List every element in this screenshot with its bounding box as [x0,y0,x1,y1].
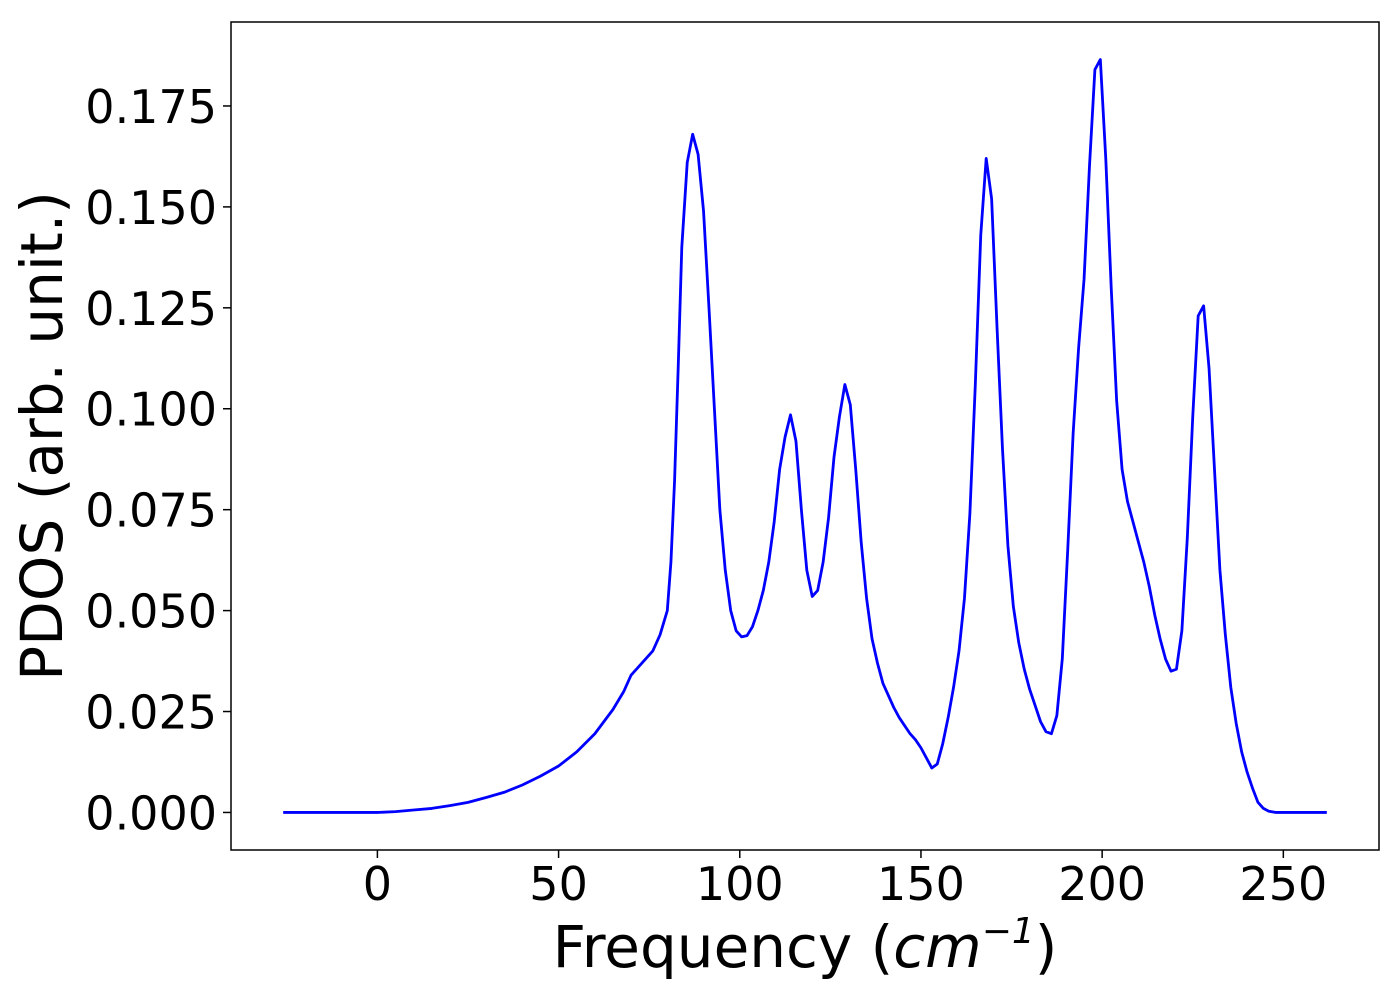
x-tick-label: 250 [1239,857,1327,911]
y-tick-label: 0.100 [85,383,217,437]
y-tick-label: 0.125 [85,282,217,336]
y-axis-label: PDOS (arb. unit.) [8,191,76,681]
y-tick-label: 0.150 [85,181,217,235]
x-label-text: Frequency ( [553,913,894,981]
y-tick-label: 0.025 [85,686,217,740]
x-axis-label: Frequency (cm−1) [553,911,1058,981]
data-line [283,58,1327,814]
x-tick-label: 50 [529,857,588,911]
x-label-exponent: −1 [982,911,1035,952]
x-tick-label: 200 [1058,857,1146,911]
y-tick-label: 0.075 [85,484,217,538]
x-tick-label: 150 [877,857,965,911]
y-tick-label: 0.175 [85,80,217,134]
plot-frame [230,21,1380,851]
x-label-unit: cm [893,913,981,981]
x-label-close: ) [1035,913,1058,981]
x-tick-label: 100 [696,857,784,911]
y-tick-label: 0.000 [85,786,217,840]
x-tick-label: 0 [363,857,392,911]
y-tick-label: 0.050 [85,585,217,639]
